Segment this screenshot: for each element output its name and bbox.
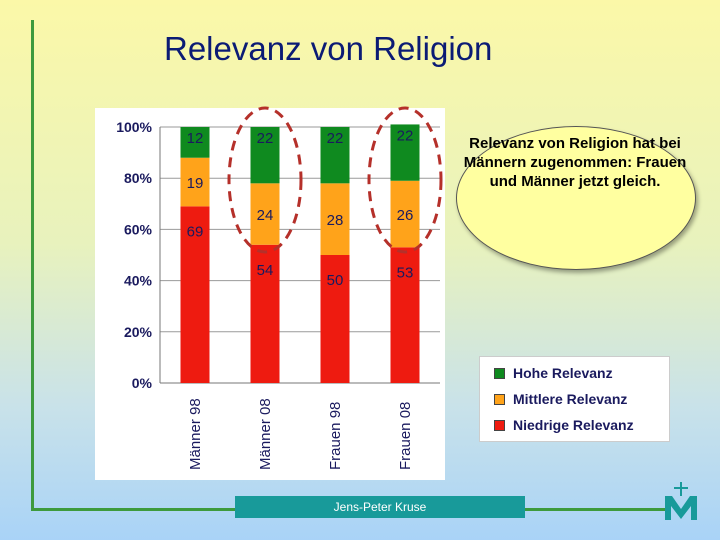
legend-label-niedrige: Niedrige Relevanz	[513, 417, 634, 433]
data-label: 19	[187, 175, 204, 192]
data-label: 28	[327, 212, 344, 229]
highlight-ellipse	[227, 106, 303, 254]
chart-legend: Hohe Relevanz Mittlere Relevanz Niedrige…	[479, 356, 670, 442]
logo-icon	[665, 482, 697, 520]
footer-author: Jens-Peter Kruse	[235, 496, 525, 518]
accent-vertical-line	[31, 20, 34, 510]
bar-segment	[390, 124, 420, 181]
bar-segment	[250, 183, 280, 245]
callout-text: Relevanz von Religion hat bei Männern zu…	[463, 135, 687, 190]
bar-segment	[250, 244, 280, 383]
data-label: 54	[257, 262, 274, 279]
legend-label-mittlere: Mittlere Relevanz	[513, 391, 628, 407]
page-title: Relevanz von Religion	[164, 30, 493, 67]
x-tick-label: Männer 98	[187, 398, 204, 470]
bar-segment	[250, 127, 280, 184]
legend-item-mittlere: Mittlere Relevanz	[494, 389, 627, 409]
data-label: 24	[257, 207, 274, 224]
bar-segment	[320, 127, 350, 184]
legend-item-hohe: Hohe Relevanz	[494, 363, 613, 383]
data-label: 53	[397, 264, 414, 281]
callout-bubble	[456, 126, 696, 270]
legend-swatch-hohe	[494, 367, 505, 379]
data-label: 22	[397, 127, 414, 144]
legend-label-hohe: Hohe Relevanz	[513, 365, 613, 381]
data-label: 50	[327, 272, 344, 289]
legend-swatch-niedrige	[494, 419, 505, 431]
legend-item-niedrige: Niedrige Relevanz	[494, 415, 634, 435]
highlight-ellipse	[367, 106, 443, 254]
data-label: 22	[327, 130, 344, 147]
y-tick-label: 80%	[124, 170, 153, 186]
x-tick-label: Männer 08	[257, 398, 274, 470]
bar-segment	[180, 206, 210, 383]
data-label: 69	[187, 223, 204, 240]
bar-segment	[320, 255, 350, 383]
y-tick-label: 100%	[116, 119, 152, 135]
bar-segment	[180, 127, 210, 158]
data-label: 22	[257, 130, 274, 147]
x-tick-label: Frauen 98	[327, 402, 344, 470]
legend-swatch-mittlere	[494, 393, 505, 405]
data-label: 26	[397, 207, 414, 224]
y-tick-label: 0%	[132, 375, 153, 391]
bar-segment	[390, 180, 420, 248]
y-tick-label: 40%	[124, 273, 153, 289]
bar-segment	[390, 247, 420, 383]
bar-segment	[320, 183, 350, 255]
y-tick-label: 60%	[124, 221, 153, 237]
bar-segment	[180, 157, 210, 207]
data-label: 12	[187, 130, 204, 147]
y-tick-label: 20%	[124, 324, 153, 340]
x-tick-label: Frauen 08	[397, 402, 414, 470]
